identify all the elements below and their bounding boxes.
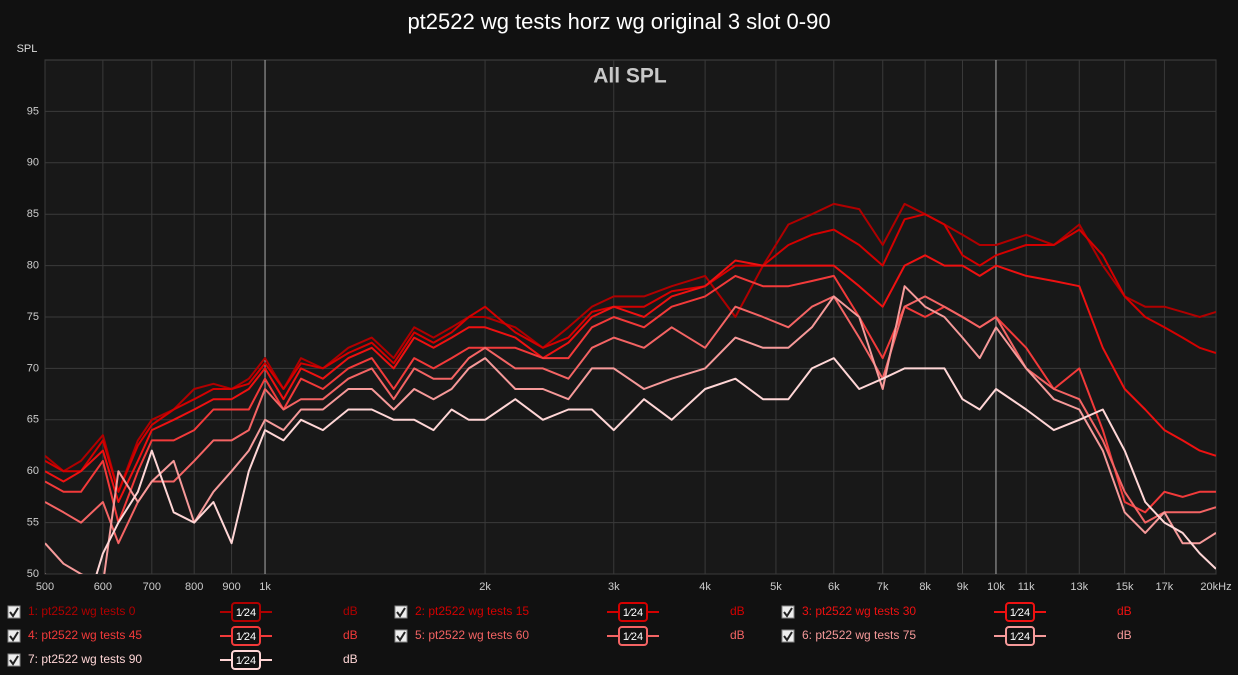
- legend-smoothing: 1⁄24: [1010, 607, 1030, 619]
- x-tick-label: 17k: [1156, 581, 1174, 593]
- legend-smoothing: 1⁄24: [623, 631, 643, 643]
- legend-smoothing-box: [231, 626, 261, 646]
- x-tick-label: 8k: [919, 581, 931, 593]
- x-tick-label: 11k: [1018, 581, 1035, 593]
- x-tick-label: 20kHz: [1200, 581, 1231, 593]
- legend-unit: dB: [1117, 604, 1132, 618]
- legend-check: [9, 607, 19, 618]
- y-tick-label: 50: [27, 568, 39, 580]
- legend-check: [783, 607, 793, 618]
- y-tick-label: 55: [27, 517, 39, 529]
- legend-label: 7: pt2522 wg tests 90: [28, 652, 142, 666]
- legend-smoothing: 1⁄24: [236, 607, 256, 619]
- legend-smoothing-box: [1005, 626, 1035, 646]
- legend-smoothing: 1⁄24: [236, 655, 256, 667]
- x-tick-label: 700: [143, 581, 161, 593]
- plot-lines: [45, 202, 1216, 574]
- y-tick-label: 60: [27, 465, 39, 477]
- x-tick-label: 15k: [1116, 581, 1134, 593]
- legend-unit: dB: [1117, 628, 1132, 642]
- legend-unit: dB: [730, 604, 745, 618]
- legend-unit: dB: [343, 604, 358, 618]
- legend-label: 2: pt2522 wg tests 15: [415, 604, 529, 618]
- x-tick-label: 5k: [770, 581, 782, 593]
- chart-title: pt2522 wg tests horz wg original 3 slot …: [407, 9, 830, 34]
- x-tick-label: 6k: [828, 581, 840, 593]
- series-line: [45, 285, 1216, 574]
- x-tick-label: 800: [185, 581, 203, 593]
- legend-check: [9, 655, 19, 666]
- y-tick-label: 80: [27, 260, 39, 272]
- legend-unit: dB: [343, 628, 358, 642]
- legend-smoothing: 1⁄24: [623, 607, 643, 619]
- x-tick-label: 13k: [1070, 581, 1088, 593]
- legend-check: [9, 631, 19, 642]
- legend-label: 5: pt2522 wg tests 60: [415, 628, 529, 642]
- legend-label: 6: pt2522 wg tests 75: [802, 628, 916, 642]
- legend-label: 3: pt2522 wg tests 30: [802, 604, 916, 618]
- y-tick-label: 90: [27, 157, 39, 169]
- y-tick-label: 85: [27, 208, 39, 220]
- legend-smoothing-box: [618, 626, 648, 646]
- series-line: [45, 254, 1216, 503]
- y-axis-label: SPL: [17, 43, 38, 55]
- legend-smoothing: 1⁄24: [236, 631, 256, 643]
- x-tick-label: 7k: [877, 581, 889, 593]
- x-tick-label: 3k: [608, 581, 620, 593]
- x-tick-label: 1k: [259, 581, 271, 593]
- legend-label: 1: pt2522 wg tests 0: [28, 604, 136, 618]
- x-tick-label: 10k: [987, 581, 1005, 593]
- legend-smoothing-box: [618, 602, 648, 622]
- y-tick-label: 65: [27, 414, 39, 426]
- x-tick-label: 9k: [957, 581, 969, 593]
- legend-smoothing: 1⁄24: [1010, 631, 1030, 643]
- legend-unit: dB: [730, 628, 745, 642]
- legend-smoothing-box: [1005, 602, 1035, 622]
- x-tick-label: 2k: [479, 581, 491, 593]
- legend-check: [396, 607, 406, 618]
- legend-check: [396, 631, 406, 642]
- legend-unit: dB: [343, 652, 358, 666]
- legend-smoothing-box: [231, 650, 261, 670]
- annotation: All SPL: [593, 65, 667, 88]
- x-tick-label: 4k: [699, 581, 711, 593]
- series-line: [45, 357, 1216, 574]
- y-tick-label: 95: [27, 105, 39, 117]
- y-tick-label: 70: [27, 362, 39, 374]
- series-line: [45, 202, 1216, 493]
- series-line: [45, 274, 1216, 524]
- x-tick-label: 900: [222, 581, 240, 593]
- y-tick-label: 75: [27, 311, 39, 323]
- legend-label: 4: pt2522 wg tests 45: [28, 628, 142, 642]
- legend-smoothing-box: [231, 602, 261, 622]
- x-tick-label: 600: [94, 581, 112, 593]
- series-line: [45, 213, 1216, 493]
- x-tick-label: 500: [36, 581, 54, 593]
- legend-check: [783, 631, 793, 642]
